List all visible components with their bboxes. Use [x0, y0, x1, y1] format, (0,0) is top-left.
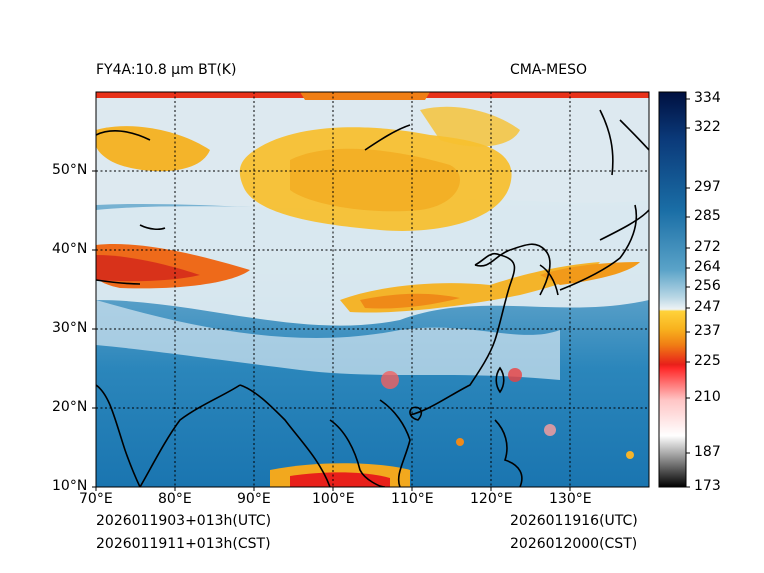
cbar-label-264: 264: [694, 259, 721, 275]
cbar-label-247: 247: [694, 299, 721, 315]
lat-label-50: 50°N: [52, 162, 88, 178]
lat-label-10: 10°N: [52, 478, 88, 494]
cbar-label-297: 297: [694, 179, 721, 195]
cbar-label-334: 334: [694, 90, 721, 106]
cbar-label-225: 225: [694, 353, 721, 369]
bt-field: [96, 92, 649, 487]
tick-marks: [92, 170, 571, 491]
cbar-label-272: 272: [694, 239, 721, 255]
colorbar: [658, 91, 687, 488]
valid-time-cst: 2026012000(CST): [510, 536, 638, 552]
lon-label-70: 70°E: [79, 491, 113, 507]
lat-label-40: 40°N: [52, 241, 88, 257]
lon-label-80: 80°E: [158, 491, 192, 507]
lon-label-130: 130°E: [549, 491, 592, 507]
cbar-label-187: 187: [694, 444, 721, 460]
lon-label-90: 90°E: [237, 491, 271, 507]
lat-label-20: 20°N: [52, 399, 88, 415]
cbar-label-256: 256: [694, 278, 721, 294]
figure-title: FY4A:10.8 µm BT(K): [96, 62, 237, 78]
valid-time-utc: 2026011916(UTC): [510, 513, 638, 529]
init-time-utc: 2026011903+013h(UTC): [96, 513, 272, 529]
lon-label-110: 110°E: [391, 491, 434, 507]
map-frame: [95, 91, 650, 488]
model-name: CMA-MESO: [510, 62, 588, 78]
cbar-label-285: 285: [694, 208, 721, 224]
colorbar-ticks: [686, 98, 690, 488]
lon-label-120: 120°E: [470, 491, 513, 507]
lat-label-30: 30°N: [52, 320, 88, 336]
cbar-label-322: 322: [694, 119, 721, 135]
init-time-cst: 2026011911+013h(CST): [96, 536, 271, 552]
cbar-label-210: 210: [694, 389, 721, 405]
coastlines: [96, 109, 649, 487]
lon-label-100: 100°E: [312, 491, 355, 507]
cbar-label-173: 173: [694, 478, 721, 494]
graticule: [96, 92, 649, 487]
cbar-label-237: 237: [694, 323, 721, 339]
